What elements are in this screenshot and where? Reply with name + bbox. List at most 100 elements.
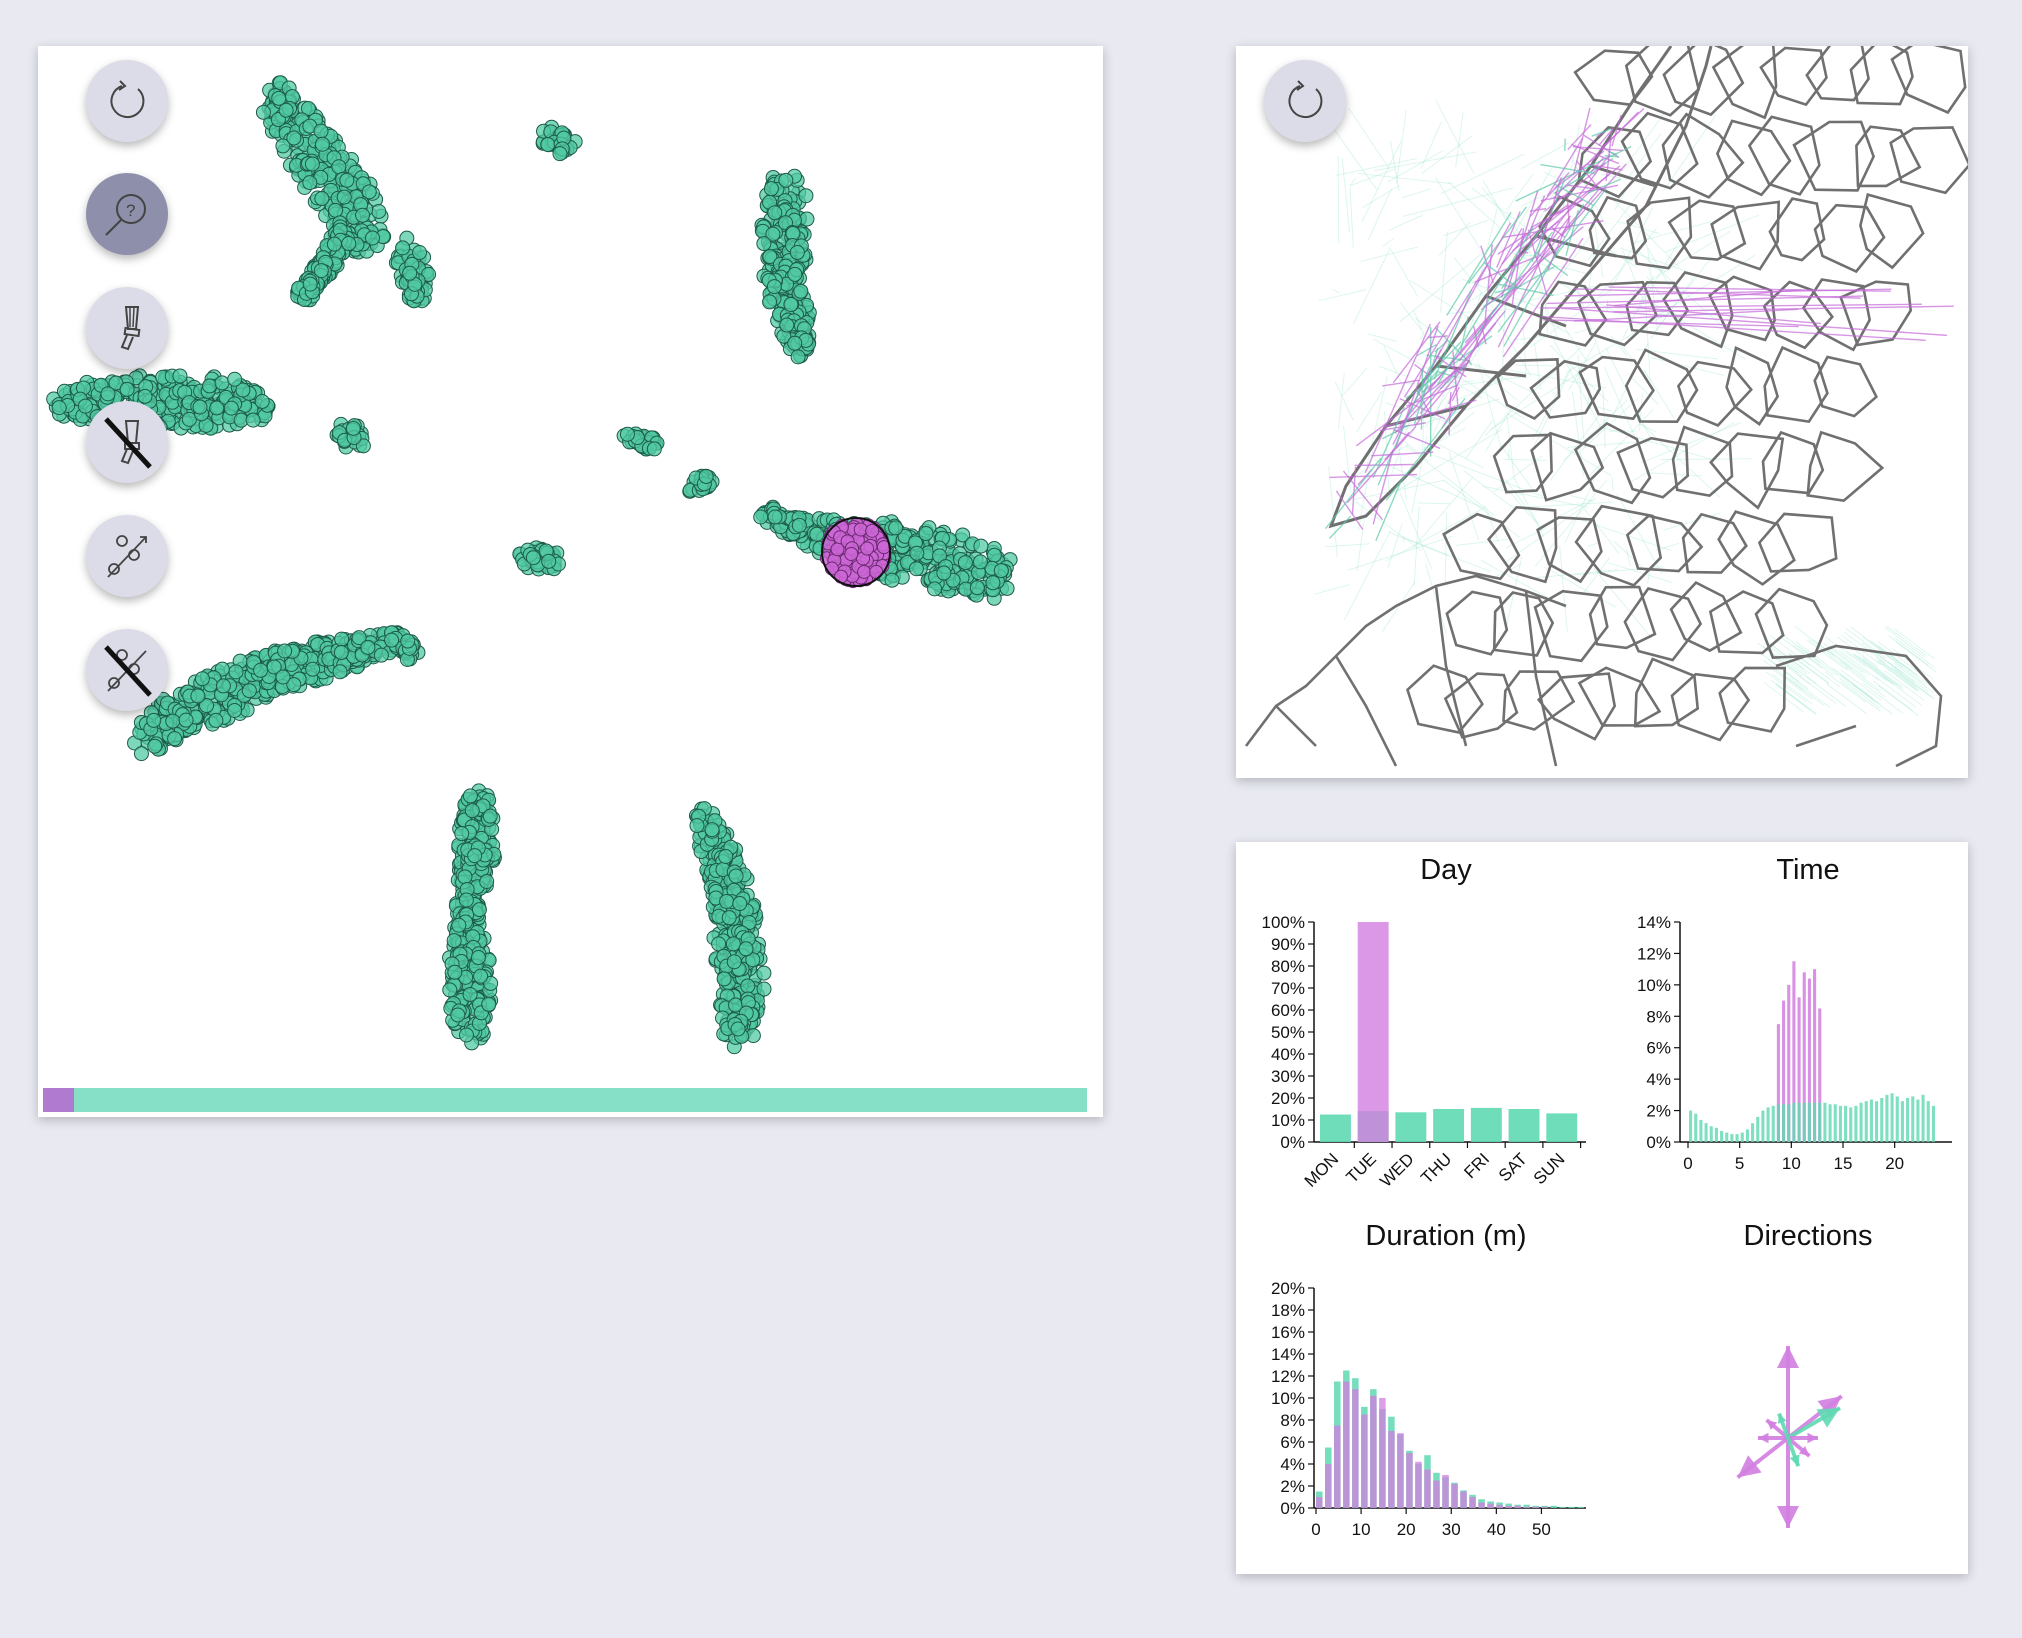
time-chart-title: Time bbox=[1776, 854, 1840, 886]
time-bar bbox=[1864, 1101, 1868, 1142]
link-points-button[interactable] bbox=[86, 515, 168, 597]
time-y-tick-label: 14% bbox=[1637, 913, 1671, 932]
day-bar bbox=[1320, 1114, 1351, 1142]
day-bar bbox=[1546, 1113, 1578, 1142]
time-bar bbox=[1761, 1110, 1765, 1142]
duration-y-tick-label: 6% bbox=[1280, 1433, 1305, 1452]
time-bar bbox=[1709, 1126, 1713, 1142]
day-y-tick-label: 40% bbox=[1271, 1045, 1305, 1064]
duration-bar bbox=[1577, 1506, 1585, 1508]
duration-selected-bar bbox=[1505, 1505, 1512, 1508]
day-bar bbox=[1508, 1109, 1540, 1142]
direction-arrowhead bbox=[1798, 1445, 1810, 1456]
reset-view-button[interactable] bbox=[86, 60, 168, 142]
time-y-tick-label: 0% bbox=[1646, 1133, 1671, 1152]
brush-off-icon bbox=[104, 417, 152, 469]
day-y-tick-label: 20% bbox=[1271, 1089, 1305, 1108]
duration-selected-bar bbox=[1343, 1381, 1350, 1508]
time-selected-bar bbox=[1818, 1008, 1822, 1142]
duration-selected-bar bbox=[1361, 1414, 1368, 1508]
day-y-tick-label: 70% bbox=[1271, 979, 1305, 998]
day-y-tick-label: 90% bbox=[1271, 935, 1305, 954]
selection-ratio-bar bbox=[43, 1088, 1087, 1112]
statistics-panel: Day Time Duration (m) Directions 0% 10% 20… bbox=[1236, 842, 1968, 1574]
day-bar bbox=[1433, 1109, 1465, 1142]
day-y-tick-label: 0% bbox=[1280, 1133, 1305, 1152]
duration-bar bbox=[1568, 1506, 1576, 1508]
duration-chart-title: Duration (m) bbox=[1365, 1220, 1527, 1252]
duration-y-tick-label: 4% bbox=[1280, 1455, 1305, 1474]
day-bar bbox=[1395, 1112, 1427, 1142]
time-bar bbox=[1906, 1098, 1910, 1142]
time-bar bbox=[1833, 1104, 1837, 1142]
time-bar bbox=[1880, 1098, 1884, 1142]
time-bar bbox=[1740, 1132, 1744, 1142]
time-bar bbox=[1771, 1105, 1775, 1142]
direction-arrowhead bbox=[1807, 1432, 1818, 1444]
time-bar bbox=[1797, 1102, 1801, 1142]
time-bar bbox=[1890, 1093, 1894, 1142]
day-chart-title: Day bbox=[1420, 854, 1472, 886]
duration-selected-bar bbox=[1523, 1506, 1530, 1508]
embedding-scatter-panel[interactable]: ? bbox=[38, 46, 1103, 1117]
day-histogram: 0% 10% 20% 30% 40% 50% 60% 70% 80% 90% 100% MON TUEW… bbox=[1262, 913, 1586, 1191]
duration-selected-bar bbox=[1379, 1398, 1386, 1508]
time-selected-bar bbox=[1787, 984, 1791, 1142]
selection-ratio-fill bbox=[43, 1088, 75, 1112]
duration-x-tick-label: 50 bbox=[1532, 1520, 1551, 1539]
time-bar bbox=[1828, 1104, 1832, 1142]
time-bar bbox=[1844, 1105, 1848, 1142]
selected-points bbox=[819, 517, 892, 589]
time-bar bbox=[1926, 1101, 1930, 1142]
lasso-help-button[interactable]: ? bbox=[86, 173, 168, 255]
duration-x-tick-label: 40 bbox=[1487, 1520, 1506, 1539]
duration-selected-bar bbox=[1514, 1505, 1521, 1508]
time-bar bbox=[1787, 1104, 1791, 1142]
directions-rose bbox=[1736, 1346, 1843, 1528]
duration-selected-bar bbox=[1325, 1464, 1332, 1508]
time-bar bbox=[1900, 1101, 1904, 1142]
duration-histogram: 0% 2% 4% 6% 8% 10% 12% 14% 16% 18% 20% 0 10 20 30 40 50 bbox=[1271, 1279, 1586, 1539]
time-bar bbox=[1869, 1099, 1873, 1142]
duration-x-tick-label: 20 bbox=[1397, 1520, 1416, 1539]
time-selected-bar bbox=[1802, 972, 1806, 1142]
trip-map-panel[interactable] bbox=[1236, 46, 1968, 778]
link-points-off-button[interactable] bbox=[86, 629, 168, 711]
time-y-tick-label: 8% bbox=[1646, 1007, 1671, 1026]
duration-selected-bar bbox=[1442, 1475, 1449, 1508]
time-bar bbox=[1792, 1102, 1796, 1142]
time-bar bbox=[1849, 1107, 1853, 1142]
time-bar bbox=[1818, 1102, 1822, 1142]
duration-selected-bar bbox=[1541, 1506, 1548, 1508]
time-histogram: 0% 2% 4% 6% 8% 10% 12% 14% 0 5 10 15 20 bbox=[1637, 913, 1952, 1173]
duration-y-tick-label: 18% bbox=[1271, 1301, 1305, 1320]
brush-button[interactable] bbox=[86, 287, 168, 369]
lasso-selection-outline[interactable] bbox=[821, 517, 891, 587]
direction-arrowhead bbox=[1777, 1413, 1787, 1424]
time-selected-bar bbox=[1782, 1000, 1786, 1142]
duration-y-tick-label: 20% bbox=[1271, 1279, 1305, 1298]
brush-off-button[interactable] bbox=[86, 401, 168, 483]
embedding-scatter-plot[interactable] bbox=[38, 46, 1103, 1117]
time-bar bbox=[1694, 1113, 1698, 1142]
time-y-tick-label: 4% bbox=[1646, 1070, 1671, 1089]
time-bar bbox=[1720, 1131, 1724, 1142]
map-reset-view-button[interactable] bbox=[1264, 60, 1346, 142]
time-bar bbox=[1714, 1127, 1718, 1142]
time-y-tick-label: 10% bbox=[1637, 976, 1671, 995]
duration-selected-bar bbox=[1406, 1453, 1413, 1508]
time-bar bbox=[1885, 1094, 1889, 1142]
duration-selected-bar bbox=[1316, 1497, 1323, 1508]
direction-arrowhead bbox=[1817, 1396, 1842, 1419]
time-bar bbox=[1699, 1120, 1703, 1142]
duration-bar bbox=[1559, 1506, 1566, 1508]
lasso-help-icon: ? bbox=[105, 194, 146, 236]
day-y-tick-label: 10% bbox=[1271, 1111, 1305, 1130]
trip-map[interactable] bbox=[1236, 46, 1968, 778]
time-bar bbox=[1921, 1094, 1925, 1142]
cluster-points bbox=[46, 75, 1018, 1055]
link-off-icon bbox=[104, 645, 152, 697]
duration-selected-bar bbox=[1478, 1502, 1485, 1508]
direction-arrowhead bbox=[1758, 1432, 1769, 1444]
time-bar bbox=[1854, 1105, 1858, 1142]
